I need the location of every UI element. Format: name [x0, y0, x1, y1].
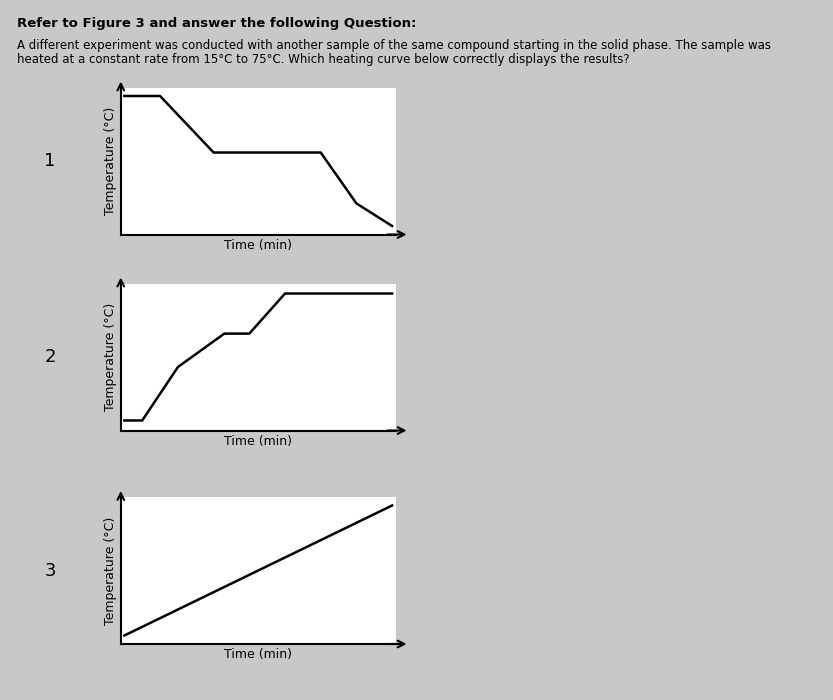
Text: A different experiment was conducted with another sample of the same compound st: A different experiment was conducted wit… — [17, 38, 771, 66]
Text: Refer to Figure 3 and answer the following Question:: Refer to Figure 3 and answer the followi… — [17, 18, 416, 31]
Text: 3: 3 — [44, 561, 56, 580]
X-axis label: Time (min): Time (min) — [224, 435, 292, 448]
Y-axis label: Temperature (°C): Temperature (°C) — [103, 303, 117, 411]
Y-axis label: Temperature (°C): Temperature (°C) — [103, 517, 117, 624]
X-axis label: Time (min): Time (min) — [224, 239, 292, 252]
X-axis label: Time (min): Time (min) — [224, 648, 292, 662]
Text: 1: 1 — [44, 152, 56, 170]
Y-axis label: Temperature (°C): Temperature (°C) — [103, 107, 117, 215]
Text: 2: 2 — [44, 348, 56, 366]
